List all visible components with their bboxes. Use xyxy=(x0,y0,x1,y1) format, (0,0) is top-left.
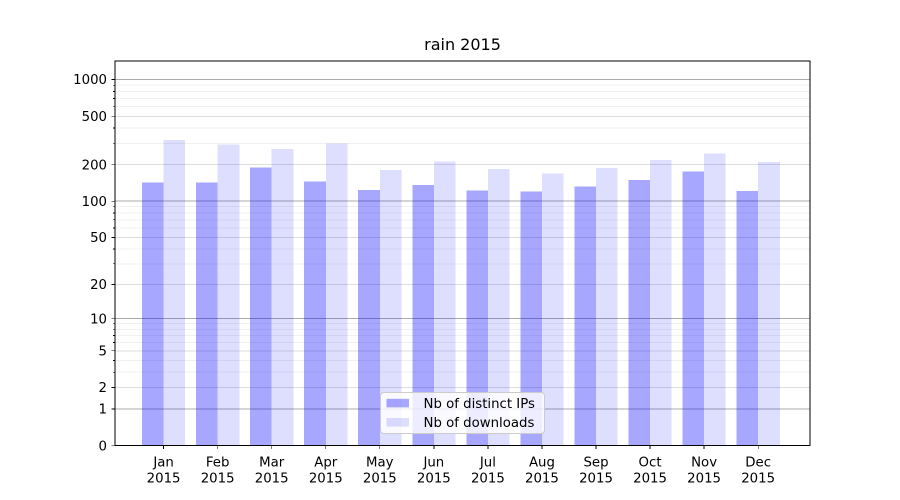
bar-jul-s0 xyxy=(466,190,488,446)
x-axis: Jan2015Feb2015Mar2015Apr2015May2015Jun20… xyxy=(147,445,775,487)
x-tick-label-aug: Aug xyxy=(529,456,555,471)
bar-feb-s1 xyxy=(217,144,240,446)
x-tick-label-oct: Oct xyxy=(639,456,662,471)
bar-nov-s0 xyxy=(682,171,705,446)
bar-jun-s0 xyxy=(412,185,434,446)
bar-jan-s1 xyxy=(163,139,186,446)
y-tick-label-200: 200 xyxy=(82,158,107,173)
bar-may-s0 xyxy=(358,189,380,446)
y-tick-label-1000: 1000 xyxy=(73,73,107,88)
x-tick-label-may: May xyxy=(366,456,394,471)
legend: Nb of distinct IPs Nb of downloads xyxy=(380,392,545,434)
x-tick-label-mar: Mar xyxy=(259,456,285,471)
y-tick-label-100: 100 xyxy=(82,195,107,210)
x-tick-label-jan-year: 2015 xyxy=(147,472,181,487)
x-tick-label-jun-year: 2015 xyxy=(417,472,451,487)
x-tick-label-dec: Dec xyxy=(745,456,771,471)
x-tick-label-jun: Jun xyxy=(422,456,444,471)
x-tick-label-may-year: 2015 xyxy=(363,472,397,487)
x-tick-label-feb-year: 2015 xyxy=(201,472,235,487)
y-gridlines xyxy=(115,79,810,410)
bar-apr-s0 xyxy=(304,181,326,446)
y-axis: 0 1 2 5 10 20 50 100 200 500 1000 xyxy=(73,73,115,454)
legend-swatch-0 xyxy=(386,398,409,408)
legend-box xyxy=(380,392,545,434)
x-tick-label-sep-year: 2015 xyxy=(579,472,613,487)
x-tick-label-feb: Feb xyxy=(206,456,230,471)
y-tick-label-500: 500 xyxy=(82,110,107,125)
bar-mar-s0 xyxy=(250,167,272,446)
bars-nb-of-distinct-ips xyxy=(142,167,759,446)
bar-aug-s0 xyxy=(520,191,542,446)
bar-sep-s1 xyxy=(596,167,618,446)
y-tick-label-1: 1 xyxy=(99,403,107,418)
x-tick-label-jul: Jul xyxy=(479,456,496,471)
bar-oct-s0 xyxy=(628,179,651,446)
bars-nb-of-downloads xyxy=(163,139,780,446)
y-tick-label-20: 20 xyxy=(90,278,107,293)
bar-feb-s0 xyxy=(196,182,218,446)
chart-title: rain 2015 xyxy=(424,35,501,54)
bar-may-s1 xyxy=(379,169,402,446)
bar-jun-s1 xyxy=(433,161,456,446)
x-tick-label-nov-year: 2015 xyxy=(687,472,721,487)
plot-frame xyxy=(114,60,811,447)
bar-mar-s1 xyxy=(271,148,294,446)
x-tick-label-jan: Jan xyxy=(152,456,174,471)
x-tick-label-apr-year: 2015 xyxy=(309,472,343,487)
x-tick-label-oct-year: 2015 xyxy=(633,472,667,487)
x-tick-label-nov: Nov xyxy=(691,456,717,471)
bar-nov-s1 xyxy=(704,153,726,446)
legend-label-0: Nb of distinct IPs xyxy=(424,397,536,412)
x-tick-label-jul-year: 2015 xyxy=(471,472,505,487)
y-tick-label-10: 10 xyxy=(90,312,107,327)
bar-oct-s1 xyxy=(650,159,672,446)
x-tick-label-mar-year: 2015 xyxy=(255,472,289,487)
bar-dec-s0 xyxy=(736,191,759,446)
legend-swatch-1 xyxy=(386,418,409,427)
y-tick-label-0: 0 xyxy=(99,439,107,454)
y-tick-label-2: 2 xyxy=(99,381,107,396)
bar-sep-s0 xyxy=(574,186,596,446)
bar-aug-s1 xyxy=(541,173,564,446)
bar-dec-s1 xyxy=(758,162,780,446)
y-tick-label-50: 50 xyxy=(90,231,107,246)
bar-jul-s1 xyxy=(487,169,510,446)
x-tick-label-aug-year: 2015 xyxy=(525,472,559,487)
x-tick-label-apr: Apr xyxy=(314,456,338,471)
y-tick-label-5: 5 xyxy=(99,344,107,359)
bar-apr-s1 xyxy=(325,143,348,446)
x-tick-label-sep: Sep xyxy=(583,456,608,471)
bar-jan-s0 xyxy=(142,182,164,446)
legend-label-1: Nb of downloads xyxy=(424,416,535,431)
x-tick-label-dec-year: 2015 xyxy=(741,472,775,487)
